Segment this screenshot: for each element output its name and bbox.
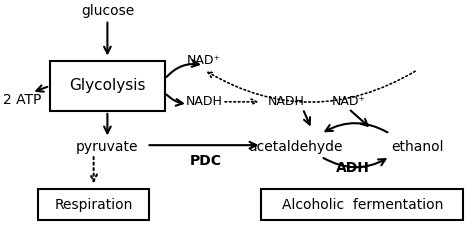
Text: NAD⁺: NAD⁺ (187, 54, 221, 67)
FancyBboxPatch shape (50, 61, 165, 111)
Text: NAD⁺: NAD⁺ (331, 95, 365, 108)
Text: NADH: NADH (185, 95, 222, 108)
Text: 2 ATP: 2 ATP (3, 93, 42, 106)
Text: glucose: glucose (81, 3, 134, 18)
Text: ethanol: ethanol (391, 140, 444, 155)
Text: NADH: NADH (268, 95, 305, 108)
Text: Alcoholic  fermentation: Alcoholic fermentation (282, 198, 443, 212)
FancyBboxPatch shape (261, 188, 464, 220)
Text: ADH: ADH (336, 161, 370, 175)
Text: PDC: PDC (190, 154, 222, 168)
FancyBboxPatch shape (38, 188, 149, 220)
Text: pyruvate: pyruvate (76, 140, 139, 155)
Text: acetaldehyde: acetaldehyde (248, 140, 343, 155)
Text: Respiration: Respiration (55, 198, 133, 212)
Text: Glycolysis: Glycolysis (69, 78, 146, 93)
